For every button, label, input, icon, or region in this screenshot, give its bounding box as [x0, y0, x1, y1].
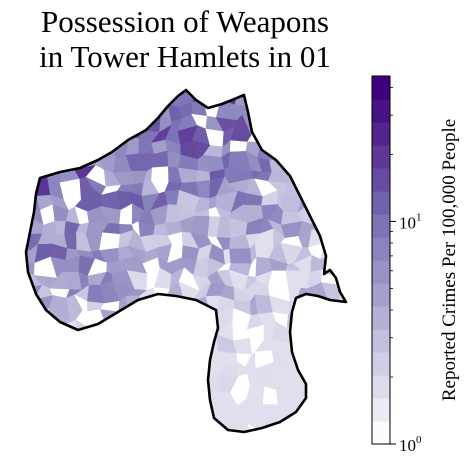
colorbar-band — [372, 306, 390, 330]
colorbar-label: Reported Crimes Per 100,000 People — [439, 119, 460, 401]
colorbar-band — [372, 352, 390, 376]
colorbar-band — [372, 99, 390, 123]
colorbar-tick-label: 101 — [399, 211, 422, 232]
colorbar-band — [372, 122, 390, 146]
colorbar-band — [372, 214, 390, 238]
chart-title: Possession of Weapons in Tower Hamlets i… — [0, 4, 370, 74]
colorbar-frame — [371, 75, 391, 445]
colorbar-band — [372, 283, 390, 307]
colorbar-bands — [372, 76, 390, 445]
colorbar-band — [372, 191, 390, 215]
colorbar-band — [372, 168, 390, 192]
title-line-2: in Tower Hamlets in 01 — [39, 39, 331, 74]
colorbar-band — [372, 421, 390, 445]
colorbar-ticks: 100 101 — [390, 86, 422, 455]
colorbar-band — [372, 145, 390, 169]
colorbar-band — [372, 237, 390, 261]
colorbar-tick-label: 100 — [399, 434, 422, 455]
colorbar-band — [372, 375, 390, 399]
borough-outline — [24, 88, 348, 434]
colorbar-band — [372, 76, 390, 100]
colorbar-band — [372, 260, 390, 284]
choropleth-map — [24, 88, 348, 434]
title-line-1: Possession of Weapons — [41, 4, 329, 39]
colorbar-band — [372, 329, 390, 353]
map-region — [228, 423, 253, 432]
colorbar-band — [372, 398, 390, 422]
